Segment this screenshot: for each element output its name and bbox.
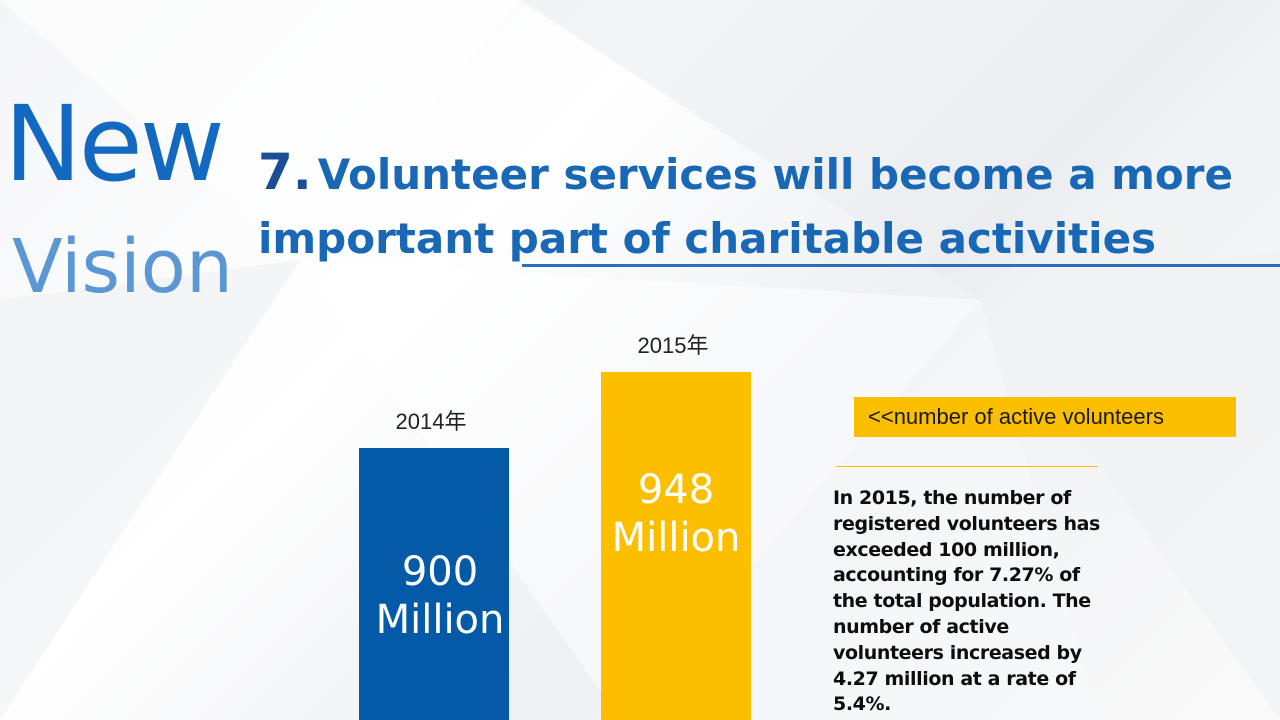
category-label: 2014年 [395,409,467,434]
brand-vision: Vision [12,224,233,310]
bar-2014 [359,448,509,720]
title-number: 7. [258,143,312,201]
legend-label: <<number of active volunteers [854,397,1236,437]
title-line-1: 7. Volunteer services will become a more [258,140,1278,207]
category-label: 2015年 [637,333,709,358]
bar-value-label: 948 Million [591,466,761,562]
description-divider [836,466,1098,467]
bar-value-label: 900 Million [355,548,525,644]
title-underline [522,264,1280,267]
description-text: In 2015, the number of registered volunt… [833,487,1100,716]
bar-value-unit: Million [375,597,505,643]
bar-value-number: 900 [401,549,479,595]
title-line-1-text: Volunteer services will become a more [317,150,1233,199]
bar-value-number: 948 [637,467,715,513]
page-title: 7. Volunteer services will become a more … [258,140,1278,271]
bar-value-unit: Million [611,515,741,561]
title-line-2: important part of charitable activities [258,214,1157,263]
bar-2015 [601,372,751,720]
brand-new: New [4,83,225,205]
